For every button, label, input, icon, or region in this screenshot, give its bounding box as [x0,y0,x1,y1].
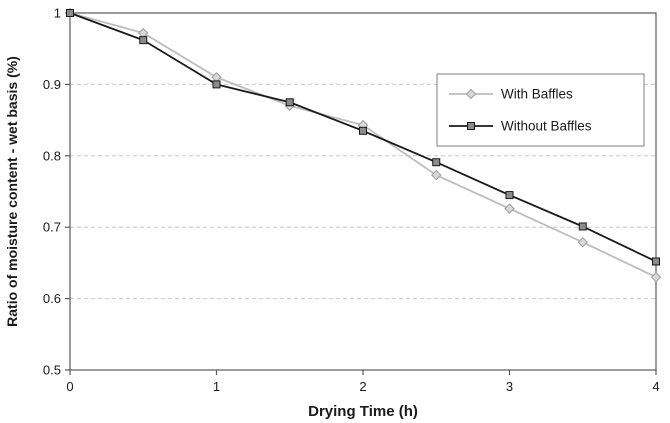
marker-diamond [504,203,515,214]
x-tick-label: 1 [213,379,220,394]
y-tick-label: 0.8 [43,148,61,163]
y-tick-label: 0.7 [43,220,61,235]
y-tick-label: 1 [54,6,61,21]
y-tick-label: 0.6 [43,291,61,306]
marker-diamond [650,271,662,283]
marker-diamond [577,236,588,248]
x-tick-label: 3 [506,379,513,394]
x-tick-label: 0 [66,379,73,394]
legend-label: Without Baffles [501,119,592,134]
x-tick-label: 4 [652,379,659,394]
marker-square [66,9,74,17]
x-axis-title: Drying Time (h) [308,403,418,420]
x-tick-label: 2 [359,379,366,394]
legend-marker-diamond [465,88,477,100]
marker-square [652,257,660,266]
legend-box [436,73,645,147]
marker-square [359,126,367,135]
marker-square [212,80,221,89]
y-axis-title: Ratio of moisture content - wet basis (%… [4,56,20,327]
marker-diamond [431,169,442,181]
legend-marker-square [467,122,475,130]
marker-square [139,36,148,45]
marker-square [432,158,441,167]
legend-label: With Baffles [501,87,573,102]
marker-square [505,191,514,200]
y-tick-label: 0.9 [43,77,61,92]
marker-square [578,222,587,231]
marker-square [285,98,294,107]
y-tick-label: 0.5 [43,363,61,378]
